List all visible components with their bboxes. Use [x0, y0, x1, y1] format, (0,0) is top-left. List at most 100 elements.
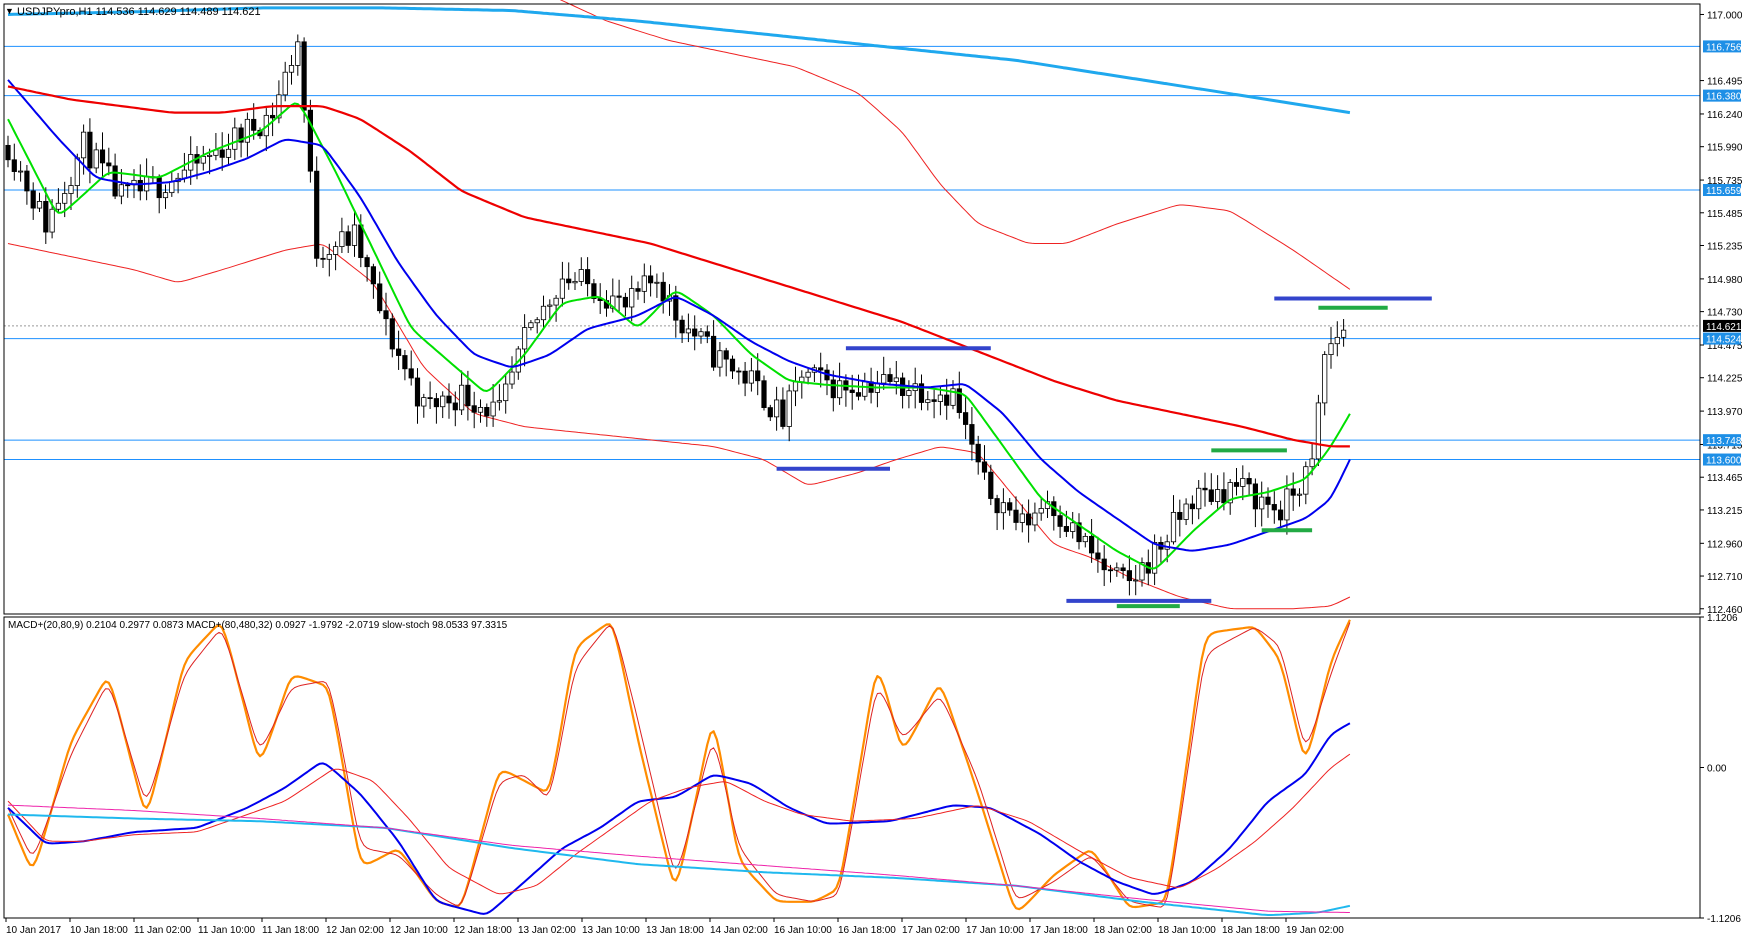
candle [314, 170, 320, 259]
level-tag [1703, 434, 1741, 447]
level-tag-label: 116.756 [1706, 42, 1742, 53]
candle [55, 202, 62, 210]
candle [1322, 354, 1328, 404]
candle [1196, 487, 1202, 510]
candle [345, 231, 351, 246]
candle [446, 395, 452, 404]
candle [68, 185, 74, 194]
candle [1233, 482, 1240, 487]
candle [547, 304, 553, 307]
candle [402, 355, 408, 370]
candle [74, 157, 80, 186]
candle [364, 257, 370, 268]
price-tick-label: 116.495 [1707, 77, 1743, 88]
ema-fast-line [7, 102, 1351, 570]
candle [578, 269, 584, 282]
candle [49, 208, 55, 233]
candle [1107, 569, 1114, 572]
candle [1120, 567, 1126, 572]
candle [1126, 570, 1132, 582]
candle [156, 177, 162, 199]
candle [591, 283, 597, 299]
candle [1341, 329, 1347, 338]
price-tick-label: 115.990 [1707, 143, 1743, 154]
candle [1215, 489, 1221, 502]
slow-stoch-main-line [6, 619, 1351, 911]
indicator-pane-lines [6, 619, 1351, 916]
time-label: 14 Jan 02:00 [710, 925, 768, 936]
time-axis: 10 Jan 2017 10 Jan 18:00 11 Jan 02:00 11 Ja… [5, 918, 1344, 936]
candle [1278, 509, 1284, 521]
slow-stoch-signal-line [7, 622, 1351, 908]
candle [893, 377, 899, 382]
time-label: 17 Jan 02:00 [902, 925, 960, 936]
candle [219, 149, 225, 158]
candle [1133, 579, 1139, 582]
candle [692, 328, 698, 337]
candle [118, 184, 124, 197]
price-tick-label: 115.235 [1707, 242, 1743, 253]
candle [1019, 513, 1025, 523]
candle [24, 170, 30, 192]
candle [1189, 503, 1195, 510]
candle [887, 374, 893, 382]
candle [62, 193, 68, 204]
collapse-arrow-icon[interactable]: ▼ [5, 6, 14, 16]
ema-mid-line [7, 79, 1351, 552]
level-tag-label: 113.600 [1706, 456, 1742, 467]
candle [471, 405, 477, 413]
candle [383, 310, 389, 320]
candle [937, 394, 944, 402]
candle [1057, 515, 1063, 527]
candle [906, 390, 912, 396]
candle [981, 461, 988, 473]
price-tick-label: 115.735 [1707, 176, 1743, 187]
candle [818, 367, 824, 371]
candle [1328, 343, 1334, 356]
candle [944, 394, 950, 406]
candle [1265, 496, 1271, 505]
price-tick-label: 112.960 [1707, 539, 1743, 550]
candle [452, 402, 458, 411]
candle [282, 71, 288, 96]
time-label: 13 Jan 02:00 [518, 925, 576, 936]
candle [1070, 522, 1076, 532]
candle [1095, 552, 1101, 560]
indicator-tick-label: 1.1206 [1707, 613, 1738, 624]
candle [1227, 482, 1233, 504]
candle [918, 383, 925, 403]
candle [862, 381, 868, 397]
candle [1221, 489, 1227, 504]
candle [200, 156, 206, 164]
level-tag [1703, 89, 1741, 102]
time-label: 12 Jan 02:00 [326, 925, 384, 936]
candle [465, 384, 471, 407]
time-label: 12 Jan 18:00 [454, 925, 512, 936]
candle [717, 350, 723, 368]
macd-80-480-32-main-line [7, 813, 1351, 916]
candle [125, 184, 131, 187]
candle [956, 388, 962, 413]
candle [1076, 522, 1082, 543]
candle [503, 383, 509, 402]
candle [477, 407, 484, 413]
candle [830, 379, 836, 399]
candle [87, 131, 93, 169]
candle [36, 201, 43, 209]
price-tick-label: 117.000 [1707, 10, 1743, 21]
candle [1183, 503, 1189, 520]
candle [358, 224, 364, 258]
candle [433, 398, 440, 408]
candle [99, 149, 106, 164]
horizontal-levels [4, 45, 1700, 461]
moving-averages [7, 6, 1351, 570]
candle [1334, 336, 1340, 345]
candle [332, 246, 339, 255]
envelope-bands [7, 0, 1351, 610]
candle [761, 380, 767, 409]
candle [528, 322, 534, 329]
time-label: 18 Jan 18:00 [1222, 925, 1280, 936]
price-tick-label: 112.710 [1707, 572, 1743, 583]
candle [326, 254, 332, 260]
